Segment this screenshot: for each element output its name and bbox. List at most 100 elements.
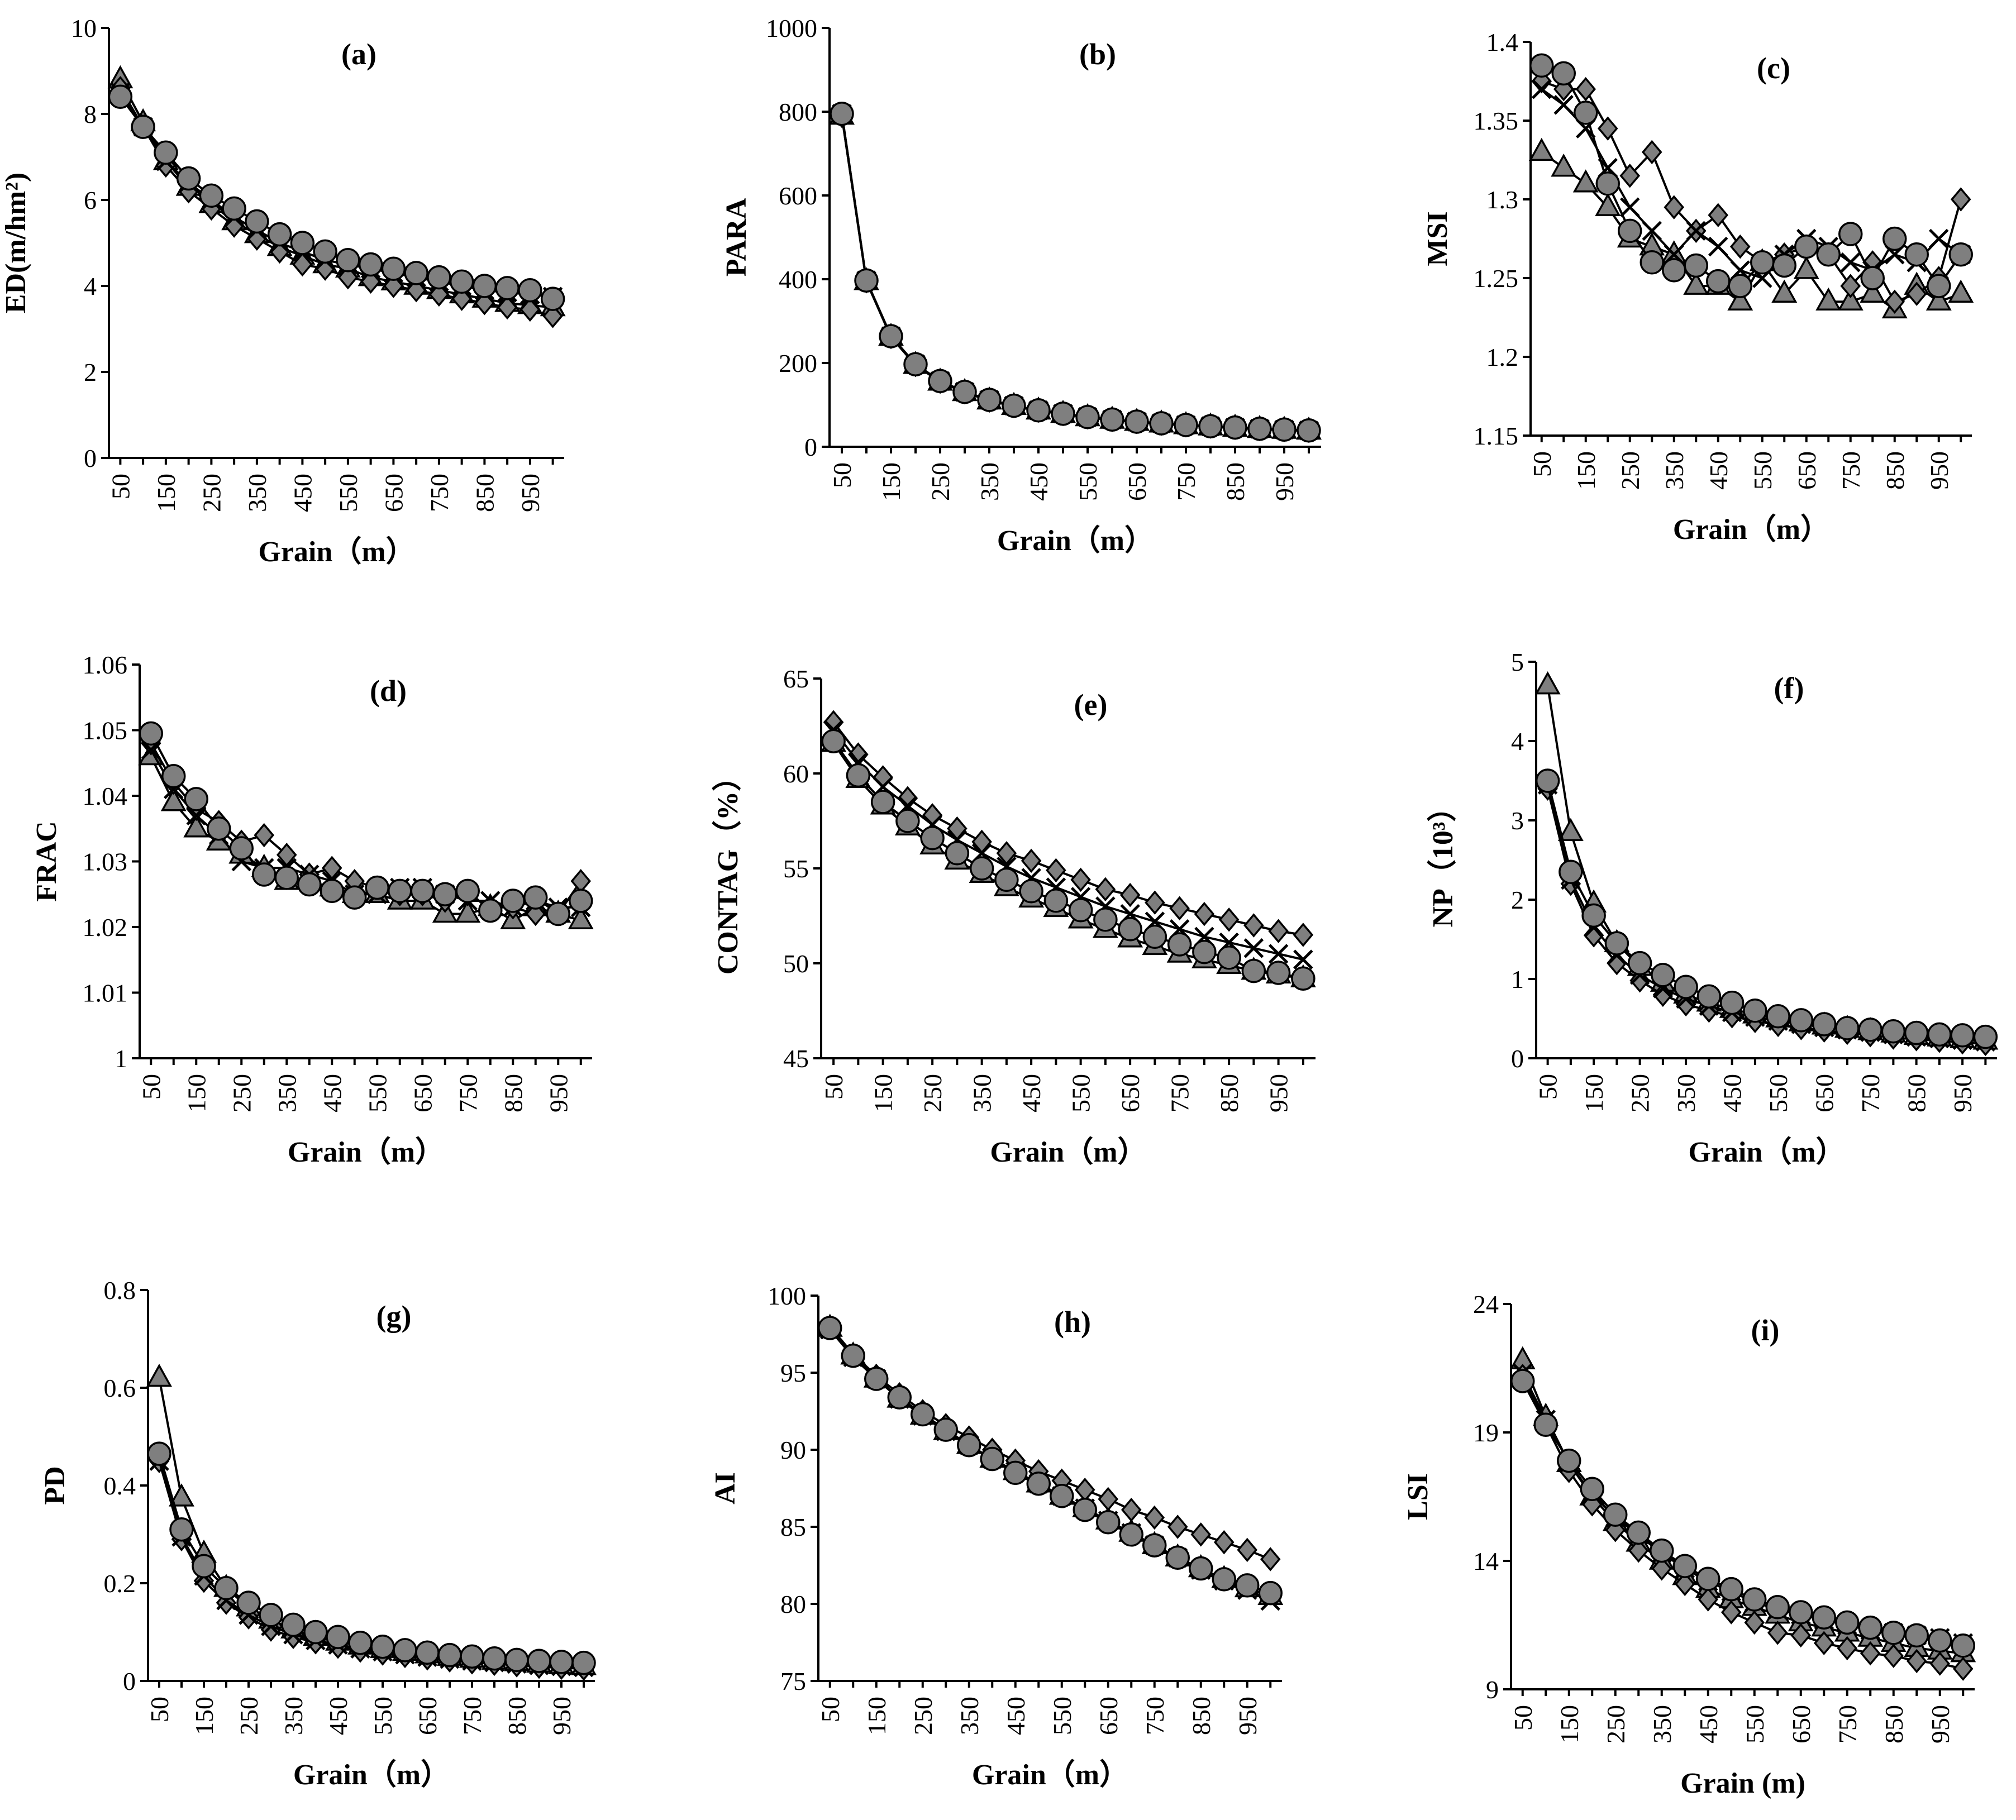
data-point-diamond [1619, 163, 1641, 188]
y-axis-title: AI [709, 1472, 741, 1504]
data-point-circle [222, 196, 246, 221]
data-point-diamond [1145, 890, 1165, 915]
data-point-circle [571, 1650, 596, 1675]
data-point-circle [818, 1316, 842, 1340]
data-point-diamond [292, 252, 313, 277]
y-tick-label: 6 [84, 186, 97, 214]
x-tick-label: 750 [458, 1697, 487, 1735]
x-tick-label: 950 [547, 1697, 576, 1735]
data-point-circle [1510, 1369, 1535, 1393]
series-line-diamond [1546, 788, 1986, 1045]
data-point-circle [108, 84, 133, 109]
data-point-diamond [1095, 877, 1116, 902]
x-axis-title: Grain (m) [1680, 1768, 1805, 1799]
data-point-circle [952, 380, 977, 404]
x-axis-title: Grain（m） [972, 1759, 1128, 1791]
data-point-circle [504, 1647, 529, 1673]
y-tick-label: 19 [1473, 1418, 1499, 1447]
data-point-circle [1247, 417, 1272, 441]
data-point-circle [1217, 945, 1241, 970]
y-tick-label: 1000 [766, 14, 817, 42]
y-tick-label: 1.4 [1486, 28, 1519, 56]
chart-panel-d: 1 1.01 1.02 1.03 1.04 1.05 1.06 50 150 250 350 450 5… [31, 651, 594, 1168]
data-point-diamond [1950, 187, 1971, 212]
data-point-diamond [1720, 1600, 1742, 1625]
data-point-circle [1904, 242, 1929, 267]
data-point-circle [1835, 1016, 1860, 1040]
x-tick-label: 50 [145, 1697, 174, 1722]
y-axis-title: ED(m/hm²) [0, 173, 32, 313]
x-tick-label: 650 [1094, 1697, 1123, 1735]
data-point-circle [1772, 253, 1796, 278]
y-tick-label: 800 [779, 98, 817, 126]
y-tick-label: 1.3 [1486, 185, 1519, 214]
y-tick-label: 4 [84, 272, 97, 300]
data-point-diamond [1628, 1538, 1649, 1563]
y-tick-label: 1.05 [83, 716, 128, 745]
data-point-circle [1574, 101, 1598, 125]
x-axis-title: Grain（m） [997, 524, 1154, 557]
data-point-circle [199, 183, 224, 208]
y-tick-label: 1.35 [1474, 107, 1519, 135]
y-tick-label: 55 [783, 854, 809, 883]
data-point-circle [1212, 1567, 1236, 1592]
data-point-circle [1603, 1502, 1628, 1527]
data-point-circle [1927, 274, 1951, 298]
chart-panel-b: 0 200 400 600 800 1000 50 150 250 350 450 550 650 750… [721, 14, 1322, 557]
data-point-triangle [1926, 287, 1952, 311]
data-point-circle [154, 140, 178, 165]
x-tick-label: 850 [1187, 1697, 1216, 1735]
y-tick-label: 1.25 [1474, 264, 1519, 293]
data-point-circle [472, 274, 497, 298]
data-point-circle [1794, 234, 1819, 259]
x-axis-title: Grain（m） [293, 1759, 450, 1791]
data-point-circle [358, 252, 383, 277]
x-tick-label: 750 [425, 474, 454, 512]
x-tick-label: 650 [1123, 462, 1151, 501]
data-point-triangle [160, 788, 187, 811]
data-point-circle [381, 256, 406, 281]
x-tick-label: 850 [1881, 451, 1909, 490]
y-tick-label: 600 [779, 181, 817, 210]
data-point-diamond [1906, 1649, 1927, 1674]
data-point-circle [131, 114, 155, 139]
data-point-diamond [276, 843, 297, 867]
panel-title: (b) [1079, 37, 1116, 71]
data-point-triangle [1860, 279, 1886, 303]
data-point-circle [1051, 402, 1075, 426]
series-line-triangle [829, 1327, 1271, 1598]
data-point-circle [1533, 1412, 1558, 1437]
data-point-circle [1882, 226, 1907, 251]
data-point-diamond [1906, 281, 1927, 306]
data-point-circle [1068, 898, 1093, 923]
data-point-circle [1651, 963, 1675, 987]
data-point-triangle [1793, 256, 1819, 279]
y-tick-label: 0.4 [104, 1472, 136, 1500]
data-point-diamond [1575, 77, 1596, 102]
x-tick-label: 750 [1856, 1074, 1885, 1112]
data-point-diamond [1813, 1631, 1834, 1655]
data-point-circle [518, 278, 542, 303]
data-point-circle [1860, 266, 1885, 290]
y-tick-label: 14 [1473, 1547, 1499, 1575]
data-point-circle [1149, 411, 1174, 436]
y-tick-label: 1.03 [83, 848, 128, 876]
y-tick-label: 65 [783, 665, 809, 693]
data-point-circle [1881, 1019, 1906, 1044]
x-tick-label: 150 [869, 1074, 898, 1112]
data-point-circle [569, 888, 593, 913]
data-point-circle [342, 885, 367, 910]
data-point-triangle [1815, 287, 1842, 311]
x-tick-label: 550 [334, 474, 363, 512]
data-point-circle [1627, 950, 1652, 976]
data-point-circle [980, 1446, 1004, 1472]
data-point-diamond [1074, 1478, 1095, 1502]
data-point-circle [1174, 413, 1198, 437]
x-tick-label: 150 [190, 1697, 218, 1735]
data-point-circle [1858, 1018, 1882, 1042]
data-point-circle [1595, 171, 1620, 196]
data-point-circle [1742, 1587, 1767, 1612]
data-point-diamond [451, 286, 472, 311]
y-tick-label: 200 [779, 349, 817, 378]
